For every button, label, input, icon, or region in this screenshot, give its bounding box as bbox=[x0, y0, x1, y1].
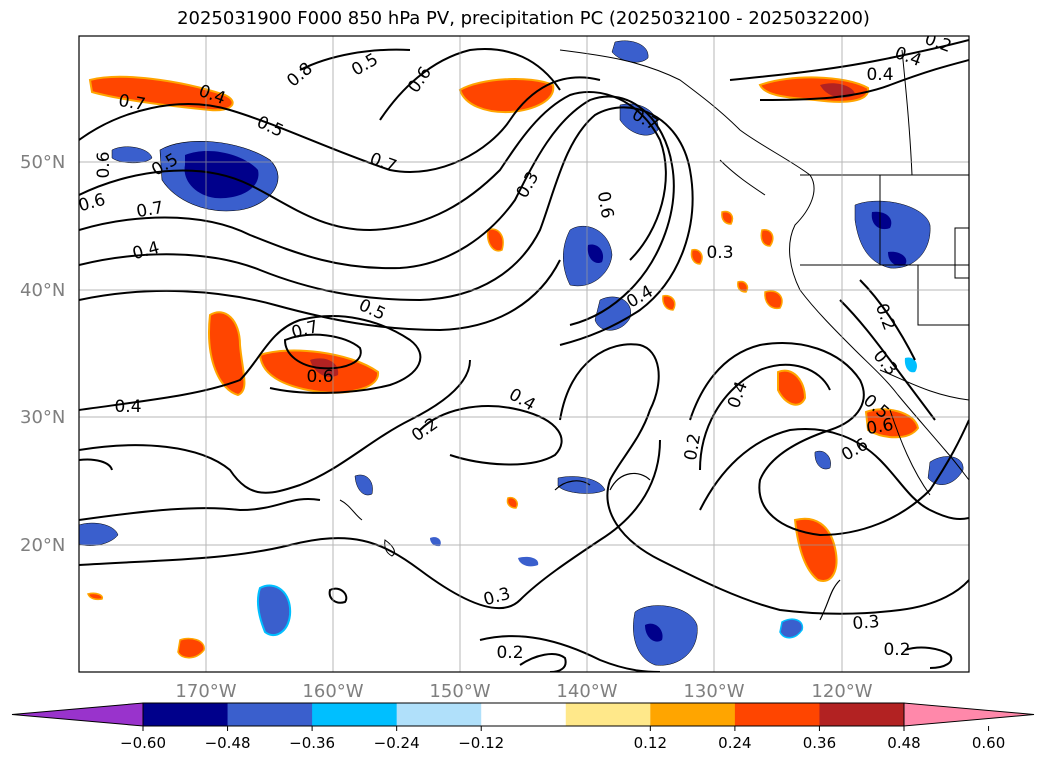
contour-label: 0.3 bbox=[706, 243, 733, 263]
colorbar-tick-label: −0.12 bbox=[458, 734, 504, 752]
lat-label: 30°N bbox=[20, 407, 65, 428]
colorbar-segment bbox=[481, 703, 567, 726]
colorbar-tick-label: 0.48 bbox=[887, 734, 920, 752]
colorbar-segment bbox=[565, 703, 651, 726]
colorbar-extend-max bbox=[903, 702, 1035, 727]
longitude-labels: 170°W 160°W 150°W 140°W 130°W 120°W bbox=[175, 681, 872, 702]
pv-contours bbox=[79, 39, 969, 672]
colorbar-tick-label: 0.36 bbox=[803, 734, 836, 752]
lon-label: 120°W bbox=[811, 681, 872, 702]
contour-labels: 0.7 0.40.50.8 0.60.50.70.6 0.50.70.60.40.70… bbox=[79, 36, 954, 663]
contour-label: 0.3 bbox=[852, 612, 881, 634]
lat-label: 20°N bbox=[20, 535, 65, 556]
colorbar-extend-min bbox=[11, 702, 144, 727]
positive-precip-shading bbox=[86, 75, 920, 659]
colorbar-tick-label: −0.36 bbox=[289, 734, 335, 752]
map-frame bbox=[78, 35, 970, 673]
contour-label: 0.6 bbox=[306, 367, 333, 387]
colorbar-tick-label: 0.24 bbox=[718, 734, 751, 752]
colorbar-segment bbox=[312, 703, 398, 726]
lon-label: 150°W bbox=[429, 681, 490, 702]
contour-label: 0.6 bbox=[593, 190, 617, 220]
lat-label: 40°N bbox=[20, 280, 65, 301]
colorbar-tick-label: −0.60 bbox=[120, 734, 166, 752]
contour-label: 0.2 bbox=[883, 640, 910, 660]
colorbar-outline bbox=[142, 702, 905, 727]
contour-label: 0.4 bbox=[114, 397, 141, 417]
colorbar-tick-label: −0.24 bbox=[374, 734, 420, 752]
colorbar-tick-label: 0.12 bbox=[634, 734, 667, 752]
contour-label: 0.7 bbox=[135, 198, 165, 222]
colorbar-segment bbox=[227, 703, 313, 726]
lon-label: 160°W bbox=[302, 681, 363, 702]
colorbar: −0.60 −0.48 −0.36 −0.24 −0.12 0.12 0.24 0.36 0.4… bbox=[11, 702, 1035, 752]
contour-label: 0.2 bbox=[681, 432, 705, 462]
colorbar-segment bbox=[650, 703, 736, 726]
contour-label: 0.6 bbox=[865, 415, 895, 439]
lat-label: 50°N bbox=[20, 152, 65, 173]
colorbar-segment bbox=[396, 703, 482, 726]
colorbar-tick-label: −0.48 bbox=[205, 734, 251, 752]
map-title: 2025031900 F000 850 hPa PV, precipitatio… bbox=[177, 8, 870, 29]
lon-label: 130°W bbox=[683, 681, 744, 702]
colorbar-segment bbox=[819, 703, 905, 726]
coastlines bbox=[339, 49, 969, 557]
latitude-labels: 50°N 40°N 30°N 20°N bbox=[20, 152, 65, 556]
contour-label: 0.2 bbox=[496, 643, 523, 663]
lon-label: 170°W bbox=[175, 681, 236, 702]
contour-label: 0.7 bbox=[117, 91, 147, 115]
lon-label: 140°W bbox=[556, 681, 617, 702]
contour-label: 0.6 bbox=[94, 151, 114, 178]
contour-label: 0.4 bbox=[866, 65, 893, 85]
colorbar-tick-label: 0.60 bbox=[972, 734, 1005, 752]
colorbar-segment bbox=[734, 703, 820, 726]
graticule bbox=[79, 36, 969, 672]
colorbar-segment bbox=[143, 703, 229, 726]
